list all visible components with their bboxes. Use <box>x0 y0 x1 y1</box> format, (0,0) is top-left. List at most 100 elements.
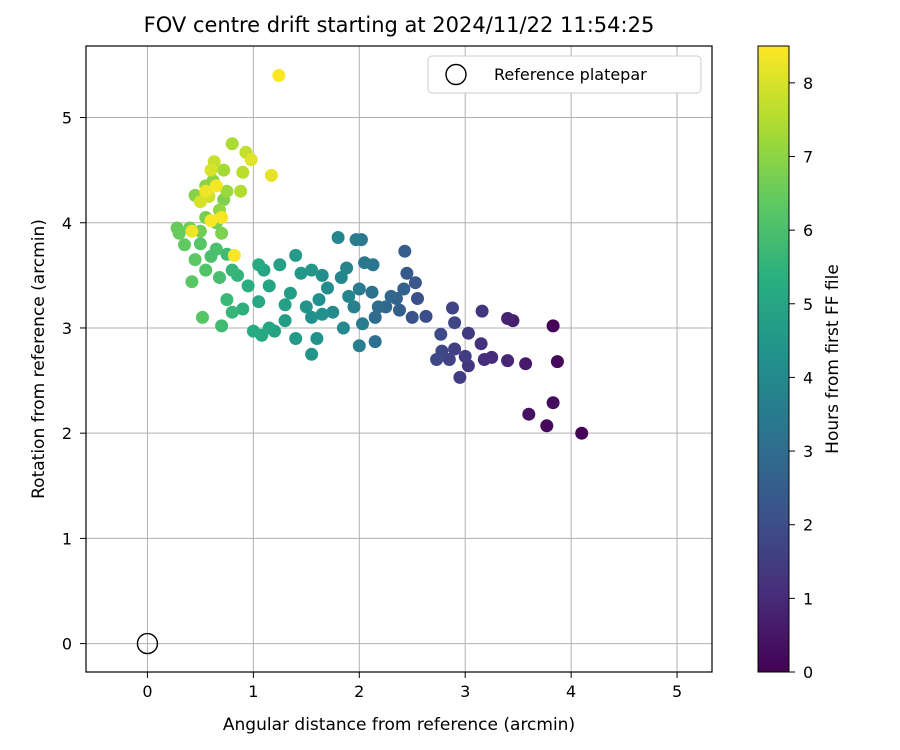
data-point <box>264 168 278 182</box>
y-tick-label: 0 <box>62 635 72 654</box>
colorbar-tick-label: 3 <box>803 442 813 461</box>
data-point <box>448 316 462 330</box>
data-point <box>475 304 489 318</box>
x-tick-label: 3 <box>460 682 470 701</box>
data-point <box>204 214 218 228</box>
x-tick-label: 1 <box>248 682 258 701</box>
reference-marker <box>136 632 159 655</box>
data-point <box>430 353 444 366</box>
data-point <box>358 256 372 270</box>
data-point <box>408 276 422 290</box>
data-point <box>236 165 250 179</box>
data-point <box>220 293 234 307</box>
data-point <box>371 300 385 314</box>
legend-marker <box>445 63 467 86</box>
data-point <box>220 184 234 198</box>
data-point <box>448 342 462 356</box>
data-point <box>283 286 297 300</box>
data-point <box>272 69 286 82</box>
data-point <box>384 289 398 303</box>
data-point <box>334 271 348 284</box>
data-point <box>356 317 369 331</box>
colorbar-gradient <box>757 45 790 673</box>
data-point <box>501 312 515 325</box>
data-point <box>501 354 515 368</box>
colorbar-tick-label: 6 <box>803 221 813 240</box>
data-point <box>294 266 308 280</box>
y-tick-label: 3 <box>62 319 72 338</box>
x-tick-label: 2 <box>354 682 364 701</box>
data-point <box>540 419 554 433</box>
colorbar-tick-label: 7 <box>803 147 813 166</box>
y-axis: 0 1 2 3 4 5 <box>62 109 86 654</box>
data-point <box>236 302 250 316</box>
data-point <box>199 263 213 277</box>
colorbar-tick-label: 1 <box>803 589 813 608</box>
legend-entry-reference-platepar: Reference platepar <box>494 65 647 84</box>
data-point <box>209 179 223 193</box>
data-point <box>188 253 202 267</box>
colorbar-label: Hours from first FF file <box>823 264 843 454</box>
data-point <box>352 282 366 296</box>
data-point <box>342 289 356 303</box>
data-point <box>262 279 276 293</box>
colorbar-tick-label: 8 <box>803 74 813 93</box>
colorbar-tick-label: 2 <box>803 516 813 535</box>
data-point <box>349 233 363 247</box>
data-point <box>305 310 319 324</box>
plot-frame <box>85 45 713 673</box>
data-point <box>310 332 324 345</box>
data-point <box>368 335 382 349</box>
data-point <box>336 321 350 335</box>
data-point <box>227 248 241 262</box>
data-point <box>273 258 287 272</box>
x-axis: 0 1 2 3 4 5 <box>142 672 682 701</box>
data-point <box>244 153 258 167</box>
x-axis-label: Angular distance from reference (arcmin) <box>223 715 575 735</box>
data-point <box>550 355 564 369</box>
data-point <box>321 281 334 295</box>
data-point <box>278 298 292 312</box>
data-point <box>196 310 209 324</box>
data-point <box>352 339 366 353</box>
data-point <box>204 249 218 263</box>
data-point <box>215 211 229 224</box>
data-point <box>398 244 412 258</box>
data-point <box>519 357 533 371</box>
data-point <box>575 426 589 440</box>
data-point <box>393 303 406 317</box>
data-point <box>234 184 248 198</box>
data-point <box>411 292 424 305</box>
data-point <box>315 307 329 321</box>
y-axis-label: Rotation from reference (arcmin) <box>29 219 49 499</box>
x-tick-label: 0 <box>142 682 152 701</box>
data-point <box>289 248 303 262</box>
data-point <box>215 319 229 333</box>
x-tick-label: 5 <box>672 682 682 701</box>
legend: Reference platepar <box>427 55 702 94</box>
reference-point <box>136 632 159 655</box>
data-point <box>278 314 292 328</box>
data-points <box>170 69 589 440</box>
data-point <box>185 224 199 238</box>
data-point <box>442 353 456 366</box>
data-point <box>522 407 536 421</box>
data-point <box>193 237 207 251</box>
data-point <box>305 263 319 277</box>
data-point <box>215 226 229 240</box>
data-point <box>477 353 491 366</box>
data-point <box>347 300 361 314</box>
colorbar-tick-label: 0 <box>803 663 813 682</box>
data-point <box>312 293 326 307</box>
data-point <box>546 396 560 410</box>
data-point <box>400 266 414 280</box>
colorbar: 0 1 2 3 4 5 6 7 8 Hours from first FF file <box>757 45 843 682</box>
chart-title: FOV centre drift starting at 2024/11/22 … <box>144 13 655 37</box>
data-point <box>315 268 329 282</box>
data-point <box>546 319 560 333</box>
data-point <box>434 327 448 341</box>
y-tick-label: 5 <box>62 109 72 128</box>
data-point <box>326 305 340 319</box>
data-point <box>419 309 433 323</box>
